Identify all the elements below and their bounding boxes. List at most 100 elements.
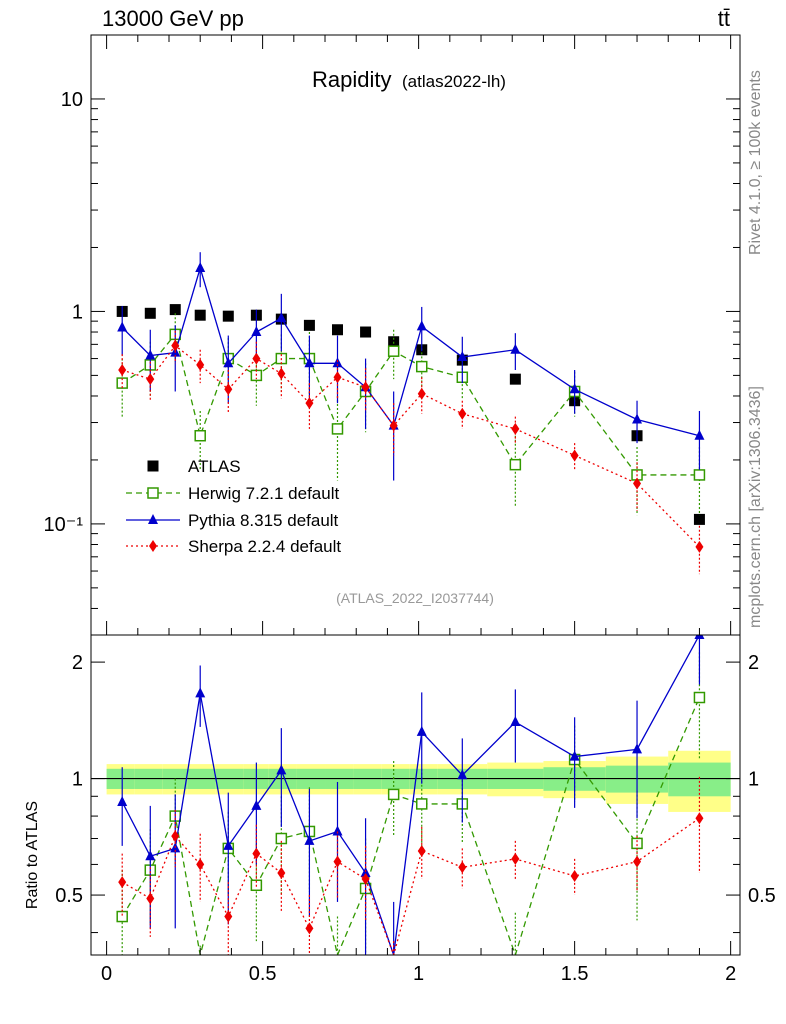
atlas-data-point xyxy=(194,309,206,321)
legend: ATLAS Herwig 7.2.1 default Pythia 8.315 de… xyxy=(126,457,341,556)
herwig-point xyxy=(194,429,206,442)
legend-pythia-label: Pythia 8.315 default xyxy=(188,511,339,530)
ratio-axes: 0.5 0.5 1 1 2 2 xyxy=(55,652,776,934)
herwig-ratio-point xyxy=(275,832,288,845)
process-label: tt̄ xyxy=(718,6,730,31)
atlas-data-point xyxy=(360,326,372,338)
atlas-data-point xyxy=(169,304,181,316)
pythia-ratio-point xyxy=(304,834,315,845)
herwig-point xyxy=(509,458,522,471)
sherpa-ratio-point xyxy=(570,870,579,883)
pythia-point xyxy=(195,262,206,273)
sherpa-ratio-point xyxy=(252,847,261,860)
main-panel: 10⁻¹ 1 10 Rapidity (atlas2022-lh) (ATLAS_2… xyxy=(44,34,741,636)
atlas-data-point xyxy=(303,319,315,331)
legend-sherpa-label: Sherpa 2.2.4 default xyxy=(188,537,341,556)
pythia-point xyxy=(694,429,705,440)
rivet-version-label: Rivet 4.1.0, ≥ 100k events xyxy=(747,70,764,255)
sherpa-point xyxy=(277,367,286,380)
ratio-y-tick-label: 1 xyxy=(72,769,83,791)
mcplots-url-label: mcplots.cern.ch [arXiv:1306.3436] xyxy=(747,386,764,628)
sherpa-ratio-point xyxy=(361,873,370,886)
sherpa-ratio-point xyxy=(224,910,233,923)
main-y-tick-label: 1 xyxy=(72,301,83,323)
sherpa-ratio-point xyxy=(277,867,286,880)
atlas-data-point xyxy=(693,513,705,525)
main-y-tick-label: 10 xyxy=(61,89,83,111)
sherpa-line xyxy=(122,344,700,548)
pythia-ratio-point xyxy=(569,750,580,761)
x-tick-label: 1.5 xyxy=(561,963,589,985)
legend-atlas-label: ATLAS xyxy=(188,457,241,476)
sherpa-ratio-point xyxy=(171,830,180,843)
pythia-ratio-point xyxy=(360,867,371,878)
pythia-point xyxy=(304,357,315,368)
sherpa-point xyxy=(196,358,205,371)
sherpa-point xyxy=(633,477,642,490)
herwig-point xyxy=(693,469,706,481)
atlas-data-point xyxy=(331,324,343,336)
sherpa-point xyxy=(389,419,398,432)
pythia-ratio-point xyxy=(145,850,156,861)
pythia-point xyxy=(569,383,580,394)
pythia-point xyxy=(416,320,427,331)
x-axis: 0 0.5 1 1.5 2 xyxy=(101,35,736,985)
sherpa-ratio-point xyxy=(458,861,467,874)
sherpa-ratio-line xyxy=(121,817,700,955)
herwig-ratio-point xyxy=(415,798,428,810)
legend-herwig-label: Herwig 7.2.1 default xyxy=(188,484,339,503)
sherpa-ratio-point xyxy=(333,855,342,868)
sherpa-point xyxy=(695,540,704,553)
pythia-point xyxy=(332,357,343,368)
pythia-point xyxy=(457,351,468,362)
sherpa-ratio-point xyxy=(305,922,314,935)
pythia-ratio-point xyxy=(117,795,128,806)
x-tick-label: 0 xyxy=(101,963,112,985)
ratio-plot-content xyxy=(91,635,740,955)
herwig-point xyxy=(331,423,344,435)
sherpa-point xyxy=(333,371,342,384)
pythia-ratio-point xyxy=(632,743,643,754)
sherpa-point xyxy=(511,422,520,435)
pythia-ratio-point xyxy=(332,825,343,836)
pythia-point xyxy=(223,357,234,368)
pythia-ratio-point xyxy=(510,716,521,727)
legend-sherpa-marker xyxy=(149,540,157,552)
sherpa-point xyxy=(417,387,426,400)
x-tick-label: 0.5 xyxy=(249,963,277,985)
sherpa-point xyxy=(252,352,261,365)
ratio-y-tick-label-right: 1 xyxy=(748,769,759,791)
legend-herwig-marker xyxy=(147,487,159,499)
pythia-point xyxy=(510,343,521,354)
analysis-id-label: (ATLAS_2022_I2037744) xyxy=(336,590,494,606)
atlas-data-point xyxy=(222,310,234,322)
x-tick-label: 1 xyxy=(413,963,424,985)
sherpa-point xyxy=(224,383,233,396)
pythia-ratio-point xyxy=(251,799,262,810)
herwig-ratio-line xyxy=(121,697,701,955)
atlas-data-point xyxy=(509,373,521,385)
sherpa-point xyxy=(570,449,579,462)
sherpa-ratio-point xyxy=(633,855,642,868)
ratio-y-tick-label-right: 2 xyxy=(748,652,759,674)
herwig-ratio-point xyxy=(387,788,400,801)
sherpa-ratio-point xyxy=(417,844,426,857)
main-y-tick-label: 10⁻¹ xyxy=(44,514,84,536)
herwig-ratio-point xyxy=(631,837,643,850)
sherpa-ratio-point xyxy=(511,852,520,865)
sherpa-ratio-point xyxy=(118,876,127,889)
pythia-ratio-point xyxy=(416,725,427,736)
herwig-point xyxy=(387,345,400,357)
ratio-y-tick-label: 2 xyxy=(72,652,83,674)
herwig-line xyxy=(121,332,700,476)
sherpa-point xyxy=(458,407,467,420)
pythia-ratio-point xyxy=(457,769,468,780)
pythia-ratio-point xyxy=(276,764,287,775)
sherpa-point xyxy=(361,381,370,394)
pythia-ratio-point xyxy=(223,839,234,850)
main-axes: 10⁻¹ 1 10 xyxy=(44,34,740,636)
ratio-panel: 0.5 0.5 1 1 2 2 Ratio to ATLAS 0 0.5 1 1.5 2 xyxy=(24,35,776,985)
legend-atlas-marker xyxy=(147,460,159,472)
pythia-ratio-point xyxy=(195,687,206,698)
plot-title: Rapidity xyxy=(312,67,391,92)
